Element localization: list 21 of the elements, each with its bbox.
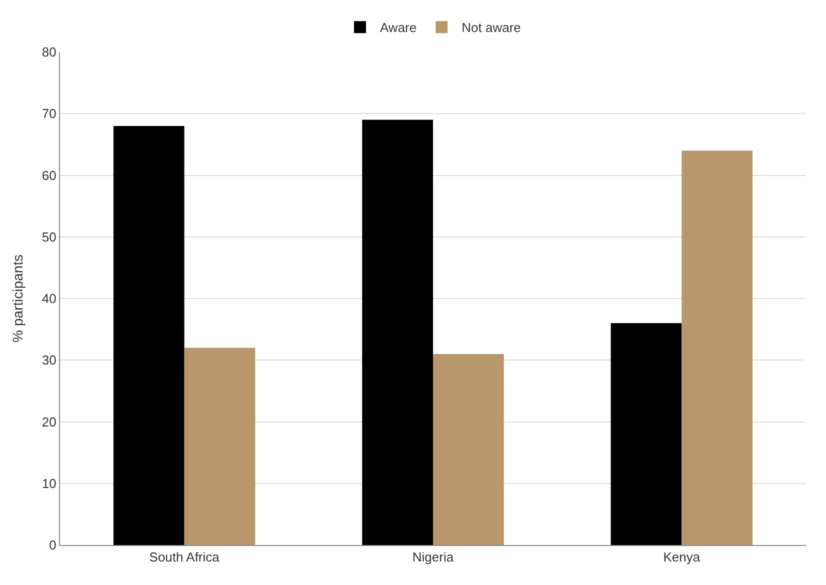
- y-tick-label: 0: [49, 538, 56, 553]
- legend-label: Aware: [380, 20, 417, 36]
- y-axis-title: % participants: [10, 254, 26, 342]
- y-tick-label: 40: [42, 291, 56, 306]
- y-tick-label: 70: [42, 106, 56, 122]
- x-tick-label: Nigeria: [412, 550, 454, 565]
- y-tick-label: 10: [42, 476, 56, 491]
- legend-label: Not aware: [462, 20, 521, 36]
- x-tick-label: South Africa: [149, 550, 220, 565]
- y-tick-label: 80: [42, 44, 56, 60]
- bar: [433, 354, 504, 545]
- bar: [682, 150, 753, 545]
- bar: [610, 323, 682, 545]
- y-tick-label: 20: [42, 414, 56, 430]
- y-tick-label: 60: [42, 168, 56, 183]
- x-tick-label: Kenya: [663, 550, 701, 565]
- bar: [113, 126, 184, 545]
- bar: [184, 348, 256, 545]
- y-tick-label: 30: [42, 352, 56, 368]
- bar: [362, 120, 433, 545]
- y-tick-label: 50: [42, 229, 56, 244]
